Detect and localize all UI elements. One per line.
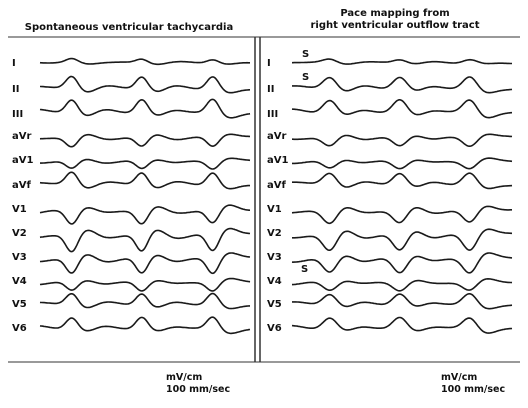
right-speed-label: 100 mm/sec <box>441 384 506 395</box>
right-title-line-2: right ventricular outflow tract <box>310 20 480 31</box>
lead-label: V6 <box>12 323 27 334</box>
lead-label: aVf <box>267 180 286 191</box>
lead-trace-right <box>292 293 513 310</box>
lead-label: aV1 <box>267 155 289 166</box>
pacing-spike-label: S <box>302 49 310 60</box>
left-scale-label: mV/cm <box>166 372 203 383</box>
lead-label: aVr <box>267 131 287 142</box>
left-calibration: mV/cm 100 mm/sec <box>166 372 230 396</box>
pacing-spike-label: S <box>301 264 309 275</box>
lead-trace-right <box>291 316 513 334</box>
lead-trace-right <box>292 133 513 147</box>
lead-trace-left <box>39 252 251 275</box>
lead-label: V3 <box>267 252 282 263</box>
lead-trace-left <box>39 57 250 66</box>
lead-trace-left <box>39 204 250 225</box>
lead-trace-right <box>292 58 512 65</box>
right-calibration: mV/cm 100 mm/sec <box>441 372 505 396</box>
right-title-line-1: Pace mapping from <box>340 8 450 19</box>
traces-right-panel <box>291 58 513 334</box>
lead-trace-right <box>292 277 513 292</box>
lead-label: aVf <box>12 180 31 191</box>
lead-label: aV1 <box>12 155 34 166</box>
lead-label: V2 <box>12 228 27 239</box>
lead-label: I <box>12 58 16 69</box>
lead-trace-left <box>40 75 250 94</box>
lead-trace-right <box>291 252 513 274</box>
lead-trace-right <box>291 205 512 225</box>
left-title-line-1: Spontaneous ventricular tachycardia <box>24 22 234 33</box>
lead-label: II <box>12 84 20 95</box>
lead-label: V4 <box>267 276 282 287</box>
lead-label: V1 <box>12 204 27 215</box>
lead-label: V2 <box>267 228 282 239</box>
lead-label: III <box>267 109 279 120</box>
traces-left-panel <box>39 57 251 335</box>
lead-label: I <box>267 58 271 69</box>
lead-label: aVr <box>12 131 32 142</box>
right-scale-label: mV/cm <box>441 372 478 383</box>
lead-trace-right <box>291 99 512 119</box>
lead-trace-left <box>39 277 251 292</box>
lead-label: III <box>12 109 24 120</box>
lead-trace-left <box>39 133 250 148</box>
lead-label: II <box>267 84 275 95</box>
lead-label: V6 <box>267 323 282 334</box>
lead-trace-left <box>39 98 251 119</box>
lead-label: V1 <box>267 204 282 215</box>
lead-trace-left <box>39 171 250 190</box>
lead-label: V5 <box>12 299 27 310</box>
lead-label: V5 <box>267 299 282 310</box>
lead-label: V4 <box>12 276 27 287</box>
lead-trace-left <box>40 157 251 170</box>
lead-trace-left <box>39 227 251 253</box>
lead-trace-left <box>39 316 251 335</box>
right-panel-title: Pace mapping from right ventricular outf… <box>262 8 528 32</box>
lead-label: V3 <box>12 252 27 263</box>
lead-trace-right <box>292 172 513 190</box>
left-speed-label: 100 mm/sec <box>166 384 231 395</box>
lead-trace-right <box>292 76 513 94</box>
left-panel-title: Spontaneous ventricular tachycardia <box>0 22 258 34</box>
lead-trace-right <box>292 228 512 251</box>
lead-trace-right <box>292 157 513 170</box>
lead-trace-left <box>39 292 250 310</box>
pacing-spike-label: S <box>302 72 310 83</box>
